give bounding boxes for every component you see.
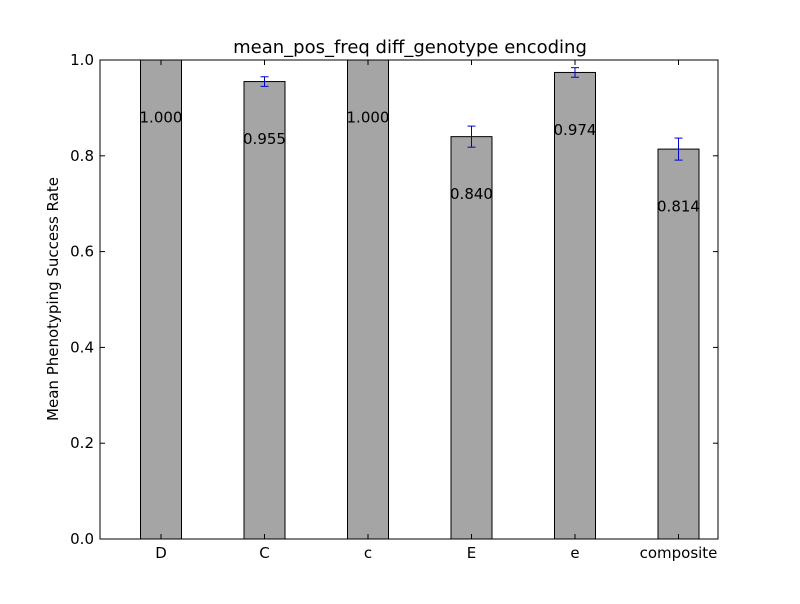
chart-title: mean_pos_freq diff_genotype encoding	[233, 37, 587, 58]
bar-C	[243, 81, 286, 540]
data-label-e: 0.974	[554, 121, 597, 139]
x-tick-label-C: C	[259, 544, 269, 562]
bar-D	[140, 59, 182, 540]
plot-area: 1.000 0.955 1.000 0.840 0.974 0.814 0.0 0.2 0.4 0…	[70, 51, 719, 562]
bar-e	[554, 71, 596, 540]
x-tick-label-e: e	[570, 544, 579, 562]
y-tick-label: 0.2	[70, 434, 94, 452]
y-axis-label: Mean Phenotyping Success Rate	[44, 177, 62, 421]
y-tick-label: 0.6	[70, 243, 94, 261]
x-tick-label-c: c	[364, 544, 372, 562]
data-label-c: 1.000	[347, 108, 390, 126]
y-tick-label: 1.0	[70, 51, 94, 69]
x-tick-label-D: D	[155, 544, 167, 562]
data-label-E: 0.840	[450, 185, 493, 203]
bar-composite	[657, 148, 700, 540]
y-tick-label: 0.8	[70, 147, 94, 165]
bar-c	[347, 59, 389, 540]
y-tick-label: 0.0	[70, 530, 94, 548]
axes-frame	[99, 59, 719, 540]
x-tick-label-composite: composite	[640, 544, 718, 562]
data-label-D: 1.000	[140, 108, 183, 126]
data-label-C: 0.955	[243, 130, 286, 148]
y-tick-label: 0.4	[70, 338, 94, 356]
bar-E	[450, 136, 493, 540]
x-tick-label-E: E	[467, 544, 476, 562]
data-label-composite: 0.814	[657, 198, 700, 216]
